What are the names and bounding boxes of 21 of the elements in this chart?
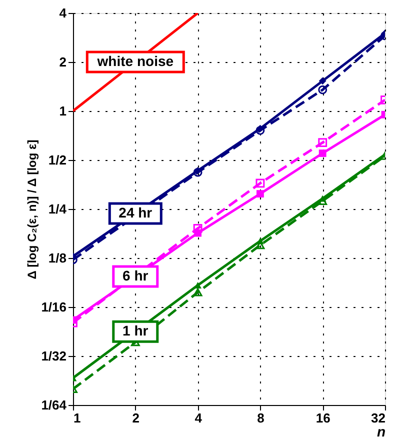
y-tick-label: 1/32 — [41, 348, 66, 364]
y-tick-label: 1/4 — [48, 202, 68, 216]
y-tick-label: 1/64 — [41, 398, 68, 412]
x-tick-label: 4 — [194, 410, 203, 426]
series-label: 24 hr — [118, 204, 153, 220]
series-label: white noise — [96, 53, 174, 69]
x-tick-label: 32 — [371, 410, 386, 426]
y-tick-label: 2 — [59, 54, 66, 70]
series-label: 1 hr — [122, 322, 149, 339]
x-axis-title: n — [376, 424, 386, 440]
y-tick-label: 1 — [59, 104, 66, 118]
y-tick-label: 4 — [59, 6, 68, 20]
x-tick-label: 16 — [316, 410, 330, 426]
x-tick-label: 1 — [74, 410, 81, 426]
series-label: 6 hr — [122, 268, 149, 284]
y-axis-title: Δ [log C₂(ε, n)] / Δ [log ε] — [25, 140, 40, 280]
x-tick-label: 8 — [257, 410, 264, 426]
y-tick-label: 1/16 — [41, 300, 66, 314]
y-tick-label: 1/8 — [48, 250, 66, 266]
y-tick-label: 1/2 — [48, 152, 66, 168]
x-tick-label: 2 — [132, 410, 140, 426]
